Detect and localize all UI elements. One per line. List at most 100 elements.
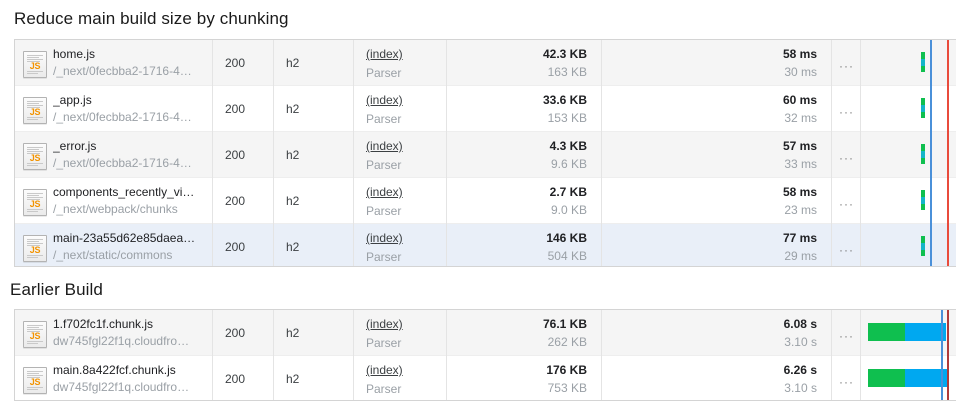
file-name: home.js — [53, 47, 96, 61]
status-cell: 200 — [212, 132, 273, 178]
status-cell: 200 — [212, 310, 273, 356]
waterfall-cell[interactable] — [860, 310, 956, 356]
initiator-link[interactable]: (index) — [366, 185, 403, 199]
waterfall-bar — [921, 236, 925, 256]
latency-time: 3.10 s — [784, 381, 817, 395]
transfer-size: 176 KB — [546, 363, 587, 377]
initiator-link[interactable]: (index) — [366, 139, 403, 153]
initiator-cell[interactable]: (index) Parser — [353, 40, 446, 86]
latency-time: 33 ms — [784, 157, 817, 171]
waterfall-cell[interactable] — [860, 40, 956, 86]
file-path: /_next/0fecbba2-1716-4… — [53, 110, 192, 124]
size-cell: 176 KB 753 KB — [446, 356, 601, 400]
size-cell: 2.7 KB 9.0 KB — [446, 178, 601, 224]
transfer-size: 4.3 KB — [549, 139, 587, 153]
time-cell: 6.26 s 3.10 s — [601, 356, 831, 400]
size-cell: 76.1 KB 262 KB — [446, 310, 601, 356]
waterfall-cell[interactable] — [860, 86, 956, 132]
waterfall-cell[interactable] — [860, 356, 956, 400]
initiator-cell[interactable]: (index) Parser — [353, 86, 446, 132]
load-event-marker — [947, 40, 949, 266]
waterfall-cell[interactable] — [860, 178, 956, 224]
initiator-link[interactable]: (index) — [366, 47, 403, 61]
ellipsis-icon[interactable]: ··· — [839, 197, 854, 211]
latency-time: 29 ms — [784, 249, 817, 263]
status-cell: 200 — [212, 40, 273, 86]
time-cell: 60 ms 32 ms — [601, 86, 831, 132]
ellipsis-icon[interactable]: ··· — [839, 375, 854, 389]
waterfall-bar — [921, 144, 925, 164]
status-cell: 200 — [212, 224, 273, 266]
status-cell: 200 — [212, 86, 273, 132]
transfer-size: 33.6 KB — [542, 93, 587, 107]
request-name-cell[interactable]: JS _app.js /_next/0fecbba2-1716-4… — [15, 86, 212, 132]
initiator-cell[interactable]: (index) Parser — [353, 224, 446, 266]
transfer-size: 42.3 KB — [542, 47, 587, 61]
ellipsis-icon[interactable]: ··· — [839, 59, 854, 73]
size-cell: 42.3 KB 163 KB — [446, 40, 601, 86]
size-cell: 33.6 KB 153 KB — [446, 86, 601, 132]
request-name-cell[interactable]: JS components_recently_vi… /_next/webpac… — [15, 178, 212, 224]
file-name: main-23a55d62e85daea… — [53, 231, 196, 245]
overflow-cell[interactable]: ··· — [831, 40, 860, 86]
status-cell: 200 — [212, 356, 273, 400]
initiator-type: Parser — [366, 66, 402, 80]
ellipsis-icon[interactable]: ··· — [839, 329, 854, 343]
javascript-file-icon: JS — [23, 97, 47, 124]
protocol-cell: h2 — [273, 178, 353, 224]
table-row[interactable]: JS main-23a55d62e85daea… /_next/static/c… — [15, 224, 956, 266]
overflow-cell[interactable]: ··· — [831, 356, 860, 400]
initiator-link[interactable]: (index) — [366, 231, 403, 245]
resource-size: 9.6 KB — [550, 157, 587, 171]
request-name-cell[interactable]: JS home.js /_next/0fecbba2-1716-4… — [15, 40, 212, 86]
initiator-type: Parser — [366, 158, 402, 172]
protocol-cell: h2 — [273, 356, 353, 400]
network-request-table-1: JS home.js /_next/0fecbba2-1716-4… 200 h… — [14, 39, 956, 267]
latency-time: 30 ms — [784, 65, 817, 79]
resource-size: 262 KB — [547, 335, 587, 349]
file-name: main.8a422fcf.chunk.js — [53, 363, 176, 377]
request-name-cell[interactable]: JS 1.f702fc1f.chunk.js dw745fgl22f1q.clo… — [15, 310, 212, 356]
initiator-cell[interactable]: (index) Parser — [353, 356, 446, 400]
table-row[interactable]: JS main.8a422fcf.chunk.js dw745fgl22f1q.… — [15, 356, 956, 400]
javascript-file-icon: JS — [23, 367, 47, 394]
overflow-cell[interactable]: ··· — [831, 310, 860, 356]
ellipsis-icon[interactable]: ··· — [839, 105, 854, 119]
overflow-cell[interactable]: ··· — [831, 86, 860, 132]
protocol-cell: h2 — [273, 224, 353, 266]
table-row[interactable]: JS components_recently_vi… /_next/webpac… — [15, 178, 956, 224]
protocol-cell: h2 — [273, 86, 353, 132]
initiator-link[interactable]: (index) — [366, 93, 403, 107]
request-name-cell[interactable]: JS main-23a55d62e85daea… /_next/static/c… — [15, 224, 212, 266]
waterfall-bar — [921, 190, 925, 210]
table-row[interactable]: JS _error.js /_next/0fecbba2-1716-4… 200… — [15, 132, 956, 178]
initiator-type: Parser — [366, 204, 402, 218]
overflow-cell[interactable]: ··· — [831, 224, 860, 266]
initiator-link[interactable]: (index) — [366, 317, 403, 331]
initiator-link[interactable]: (index) — [366, 363, 403, 377]
waterfall-bar — [868, 369, 949, 387]
ellipsis-icon[interactable]: ··· — [839, 151, 854, 165]
initiator-type: Parser — [366, 336, 402, 350]
overflow-cell[interactable]: ··· — [831, 178, 860, 224]
waterfall-cell[interactable] — [860, 132, 956, 178]
initiator-cell[interactable]: (index) Parser — [353, 132, 446, 178]
table-row[interactable]: JS _app.js /_next/0fecbba2-1716-4… 200 h… — [15, 86, 956, 132]
initiator-type: Parser — [366, 382, 402, 396]
ellipsis-icon[interactable]: ··· — [839, 243, 854, 257]
request-name-cell[interactable]: JS main.8a422fcf.chunk.js dw745fgl22f1q.… — [15, 356, 212, 400]
request-name-cell[interactable]: JS _error.js /_next/0fecbba2-1716-4… — [15, 132, 212, 178]
initiator-cell[interactable]: (index) Parser — [353, 310, 446, 356]
time-cell: 77 ms 29 ms — [601, 224, 831, 266]
protocol-cell: h2 — [273, 132, 353, 178]
table-row[interactable]: JS 1.f702fc1f.chunk.js dw745fgl22f1q.clo… — [15, 310, 956, 356]
time-cell: 57 ms 33 ms — [601, 132, 831, 178]
waterfall-cell[interactable] — [860, 224, 956, 266]
overflow-cell[interactable]: ··· — [831, 132, 860, 178]
javascript-file-icon: JS — [23, 321, 47, 348]
initiator-cell[interactable]: (index) Parser — [353, 178, 446, 224]
total-time: 58 ms — [782, 47, 817, 61]
table-row[interactable]: JS home.js /_next/0fecbba2-1716-4… 200 h… — [15, 40, 956, 86]
resource-size: 504 KB — [547, 249, 587, 263]
